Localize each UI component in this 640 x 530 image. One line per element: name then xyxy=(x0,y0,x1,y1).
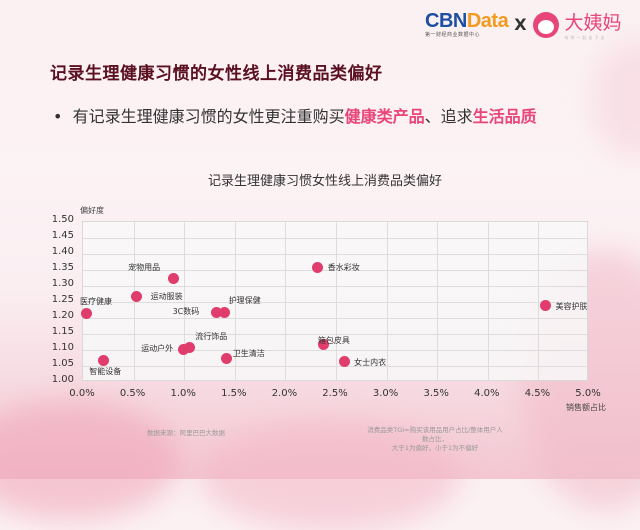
petal-decoration xyxy=(590,40,640,160)
header-logos: CBNData 第一财经商业数据中心 X 大姨妈 有你一起走下去 xyxy=(425,8,622,41)
x-tick-label: 1.5% xyxy=(221,388,247,399)
data-point-label: 3C数码 xyxy=(172,307,200,317)
y-tick-label: 1.45 xyxy=(51,230,74,241)
y-tick-label: 1.35 xyxy=(51,262,74,273)
data-point-label: 香水彩妆 xyxy=(327,263,360,273)
data-point-label: 医疗健康 xyxy=(80,296,113,306)
data-point-label: 流行饰品 xyxy=(195,332,228,342)
x-tick-label: 3.5% xyxy=(423,388,449,399)
data-point-label: 宠物用品 xyxy=(128,262,161,272)
y-tick-label: 1.15 xyxy=(51,326,74,337)
data-point[interactable] xyxy=(97,354,109,366)
x-tick-label: 2.5% xyxy=(322,388,348,399)
data-point-label: 卫生清洁 xyxy=(232,348,265,358)
x-tick-label: 3.0% xyxy=(372,388,399,399)
gridline-horizontal xyxy=(83,238,587,239)
y-tick-label: 1.00 xyxy=(51,374,74,385)
data-point-label: 运动户外 xyxy=(141,344,174,353)
tgi-note: 消费品类TGI=购买该用品用户占比/整体用户人数占比， 大于1为偏好，小于1为不… xyxy=(367,426,503,452)
data-point[interactable] xyxy=(539,300,551,312)
x-tick-label: 1.0% xyxy=(170,388,196,399)
y-tick-label: 1.20 xyxy=(51,310,74,321)
gridline-vertical xyxy=(538,222,540,380)
cbndata-logo: CBNData 第一财经商业数据中心 xyxy=(425,9,509,38)
y-tick-label: 1.40 xyxy=(51,246,74,257)
data-point[interactable] xyxy=(183,341,195,353)
x-axis-label: 销售额占比 xyxy=(566,403,606,412)
gridline-horizontal xyxy=(83,350,587,351)
data-point-label: 女士内衣 xyxy=(354,357,387,367)
gridline-vertical xyxy=(285,222,287,380)
y-axis-label: 偏好度 xyxy=(80,206,104,215)
y-tick-label: 1.50 xyxy=(51,214,74,225)
x-tick-label: 0.5% xyxy=(119,388,146,399)
slide-title: 记录生理健康习惯的女性线上消费品类偏好 xyxy=(50,64,383,84)
gridline-horizontal xyxy=(83,334,587,335)
gridline-horizontal xyxy=(83,318,587,319)
gridline-vertical xyxy=(386,222,388,380)
highlight-health: 健康类产品 xyxy=(344,107,425,126)
highlight-quality: 生活品质 xyxy=(472,107,537,126)
gridline-horizontal xyxy=(83,286,587,287)
gridline-vertical xyxy=(437,222,439,380)
data-point-label: 箱包皮具 xyxy=(317,336,350,346)
gridline-vertical xyxy=(234,222,236,380)
plot-area xyxy=(82,221,588,381)
y-tick-label: 1.05 xyxy=(51,358,74,369)
data-point[interactable] xyxy=(131,290,143,302)
gridline-horizontal xyxy=(83,302,587,303)
data-source: 数据来源：阿里巴巴大数据 xyxy=(147,429,225,437)
y-tick-label: 1.10 xyxy=(51,342,74,353)
dayima-logo: 大姨妈 有你一起走下去 xyxy=(564,12,622,40)
petal-decoration xyxy=(0,400,180,520)
data-point-label: 运动服装 xyxy=(150,292,183,302)
data-point[interactable] xyxy=(80,308,92,320)
data-point[interactable] xyxy=(177,343,189,355)
x-tick-label: 4.0% xyxy=(474,388,500,399)
x-tick-label: 4.5% xyxy=(524,388,551,399)
x-tick-label: 5.0% xyxy=(575,388,601,399)
data-point[interactable] xyxy=(312,261,324,273)
data-point-label: 护理保健 xyxy=(228,296,261,306)
data-point[interactable] xyxy=(219,306,231,318)
y-tick-label: 1.25 xyxy=(51,294,74,305)
collab-x: X xyxy=(514,15,527,34)
chart-title: 记录生理健康习惯女性线上消费品类偏好 xyxy=(207,174,442,189)
data-point-label: 美容护肤 xyxy=(555,301,588,311)
gridline-horizontal xyxy=(83,270,587,271)
gridline-vertical xyxy=(184,222,186,380)
gridline-vertical xyxy=(487,222,489,380)
data-point[interactable] xyxy=(167,273,179,285)
x-tick-label: 0.0% xyxy=(69,388,95,399)
gridline-horizontal xyxy=(83,254,587,255)
y-tick-label: 1.30 xyxy=(51,278,74,289)
data-point[interactable] xyxy=(221,353,233,365)
dayima-face-icon xyxy=(532,11,559,38)
bullet-point: • 有记录生理健康习惯的女性更注重购买健康类产品、追求生活品质 xyxy=(53,107,537,126)
data-point[interactable] xyxy=(318,338,330,350)
gridline-horizontal xyxy=(83,366,587,367)
x-tick-label: 2.0% xyxy=(271,388,298,399)
cbndata-tagline: 第一财经商业数据中心 xyxy=(425,31,481,38)
bullet-dot: • xyxy=(53,107,73,126)
data-point-label: 智能设备 xyxy=(89,367,122,377)
gridline-vertical xyxy=(336,222,337,380)
data-point[interactable] xyxy=(338,356,350,368)
data-point[interactable] xyxy=(211,306,223,318)
